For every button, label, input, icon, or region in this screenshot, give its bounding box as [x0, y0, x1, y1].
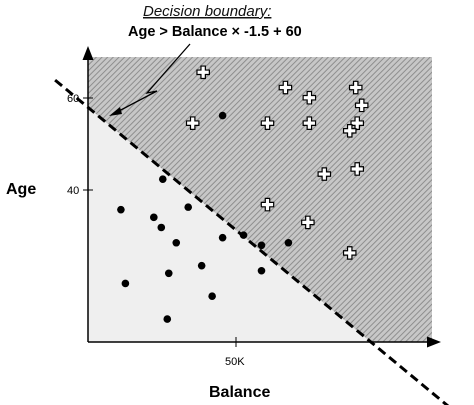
- dot-marker-14: [121, 279, 130, 288]
- dot-marker-0: [218, 111, 227, 120]
- cross-marker-11: [350, 162, 365, 176]
- axes: [82, 46, 441, 348]
- dot-marker-4: [150, 213, 158, 222]
- y-axis-arrow: [82, 46, 94, 60]
- dot-marker-8: [172, 238, 181, 247]
- annotation-formula: Age > Balance × -1.5 + 60: [128, 24, 302, 40]
- cross-marker-14: [342, 246, 357, 260]
- cross-marker-0: [196, 65, 210, 80]
- dot-marker-3: [184, 203, 193, 211]
- cross-marker-5: [185, 116, 200, 130]
- dot-marker-10: [284, 238, 293, 247]
- y-axis-label: Age: [6, 181, 36, 198]
- annotation-pointer-line: [116, 43, 191, 113]
- y-tick-label-40: 40: [67, 185, 79, 197]
- cross-marker-13: [301, 215, 315, 230]
- cross-marker-7: [302, 116, 317, 130]
- annotation-pointer: [109, 43, 191, 116]
- dot-marker-11: [197, 261, 206, 270]
- dot-marker-2: [117, 205, 125, 214]
- x-axis-arrow: [427, 336, 441, 348]
- dot-marker-9: [257, 241, 266, 250]
- dot-marker-7: [239, 231, 248, 239]
- cross-marker-4: [354, 98, 369, 113]
- x-axis-label: Balance: [209, 384, 270, 401]
- dot-marker-1: [158, 175, 167, 183]
- x-tick-label-50k: 50K: [225, 356, 245, 368]
- ticks: 60 40 50K: [67, 93, 245, 368]
- cross-marker-8: [350, 116, 365, 130]
- cross-marker-12: [260, 197, 275, 212]
- cross-marker-2: [348, 80, 363, 95]
- y-tick-label-60: 60: [67, 93, 79, 105]
- data-markers: [117, 65, 369, 323]
- cross-marker-3: [302, 90, 317, 105]
- dot-marker-6: [218, 233, 227, 242]
- cross-marker-6: [260, 116, 275, 130]
- dot-marker-16: [163, 315, 172, 323]
- dot-marker-5: [157, 223, 166, 232]
- cross-marker-9: [342, 123, 357, 138]
- cross-marker-1: [278, 80, 293, 95]
- annotation-pointer-arrowhead: [109, 107, 122, 116]
- dot-marker-15: [208, 292, 216, 300]
- dot-marker-12: [257, 266, 266, 275]
- annotation-title: Decision boundary:: [143, 3, 271, 20]
- cross-marker-10: [317, 167, 332, 181]
- decision-boundary-line: [54, 78, 450, 405]
- dot-marker-13: [164, 269, 173, 278]
